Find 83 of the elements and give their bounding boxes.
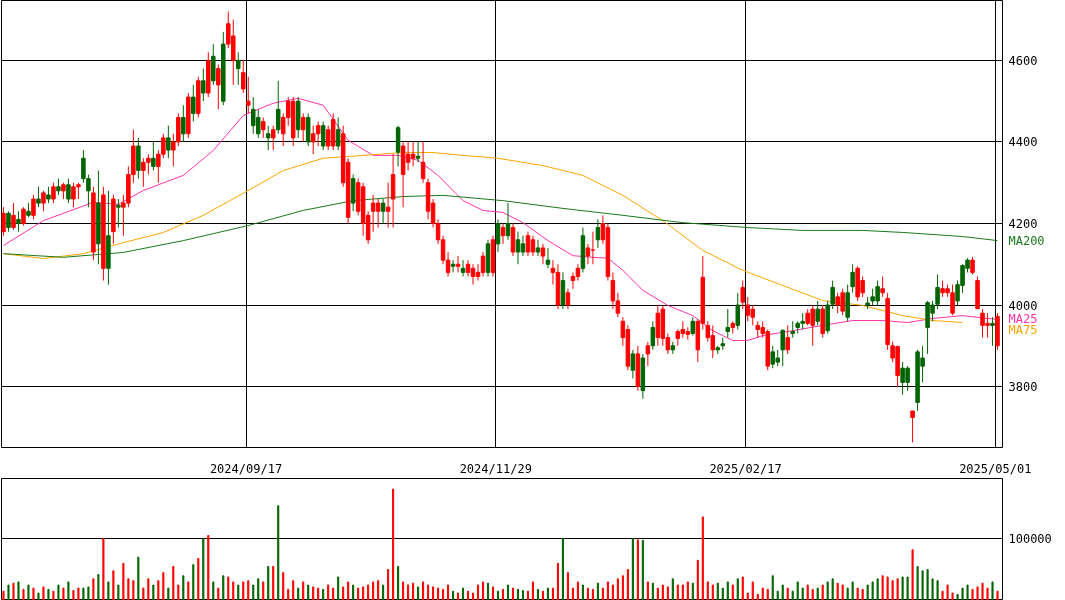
candlestick [380, 198, 386, 224]
candlestick [315, 121, 321, 147]
candlestick [31, 194, 36, 220]
candlestick [241, 59, 246, 94]
candlestick [246, 76, 251, 114]
candlestick [725, 308, 731, 339]
candlestick [166, 125, 171, 159]
candlestick [470, 263, 476, 286]
candlestick [36, 186, 41, 208]
candlestick [320, 121, 326, 151]
candlestick [335, 116, 341, 151]
candlestick [815, 300, 820, 326]
candlestick [505, 202, 511, 241]
candlestick [181, 104, 186, 143]
candlestick [540, 243, 546, 265]
candlestick [515, 231, 521, 265]
candlestick [990, 316, 995, 347]
candlestick [191, 84, 196, 123]
y-tick-label: 100000 [1008, 532, 1052, 547]
candlestick [650, 320, 656, 351]
candlestick [216, 64, 221, 110]
candlestick [735, 292, 741, 330]
candlestick [575, 263, 581, 282]
candlestick [410, 141, 416, 167]
candlestick [570, 271, 576, 290]
candlestick [260, 116, 266, 139]
candlestick [1, 206, 6, 237]
candlestick [415, 141, 421, 163]
candlestick [450, 259, 456, 273]
x-tick-label: 2024/11/29 [459, 461, 532, 476]
candlestick [6, 210, 11, 233]
candlestick [780, 328, 785, 367]
candlestick [500, 222, 506, 245]
candlestick [21, 206, 26, 227]
x-tick-label: 2025/02/17 [709, 461, 782, 476]
y-tick-label: 4600 [1008, 53, 1038, 68]
candlestick [236, 51, 241, 86]
series-label: MA200 [1008, 233, 1045, 248]
candlestick [910, 410, 915, 443]
candlestick [405, 141, 411, 171]
candlestick [270, 125, 276, 151]
candlestick [460, 259, 466, 277]
candlestick [265, 125, 271, 151]
candlestick [525, 231, 531, 257]
candlestick [610, 271, 616, 310]
candlestick [595, 218, 601, 249]
candlestick [480, 251, 486, 277]
y-tick-label: 3800 [1008, 380, 1038, 395]
y-tick-label: 4000 [1008, 298, 1038, 313]
x-tick-label: 2024/09/17 [209, 461, 283, 476]
candlestick [530, 235, 536, 257]
candlestick [375, 198, 381, 229]
candlestick [785, 324, 790, 355]
candlestick [151, 141, 156, 171]
candlestick [590, 231, 596, 265]
candlestick [690, 316, 696, 337]
candlestick [41, 190, 46, 212]
text: MA75 [1008, 323, 1038, 338]
candlestick [880, 275, 885, 298]
candlestick [275, 80, 281, 135]
line-series [3, 194, 999, 258]
line-series [3, 152, 964, 324]
candlestick [565, 288, 571, 310]
candlestick [740, 280, 746, 310]
y-tick-label: 4400 [1008, 135, 1038, 150]
candlestick [630, 349, 636, 379]
y-tick-label: 4200 [1008, 216, 1038, 231]
candlestick [850, 263, 855, 294]
candlestick [535, 239, 541, 257]
candlestick [455, 255, 461, 273]
candlestick [201, 68, 206, 102]
candlestick [585, 243, 591, 265]
candlestick [116, 198, 121, 229]
x-tick-label: 2025/05/01 [959, 461, 1032, 476]
candlestick [66, 178, 71, 204]
candlestick [300, 112, 306, 143]
candlestick [645, 341, 651, 367]
candlestick [16, 210, 21, 233]
candlestick [51, 182, 56, 204]
candlestick [495, 218, 501, 253]
candlestick [11, 202, 16, 231]
candlestick [520, 235, 526, 257]
candlestick [545, 247, 551, 269]
